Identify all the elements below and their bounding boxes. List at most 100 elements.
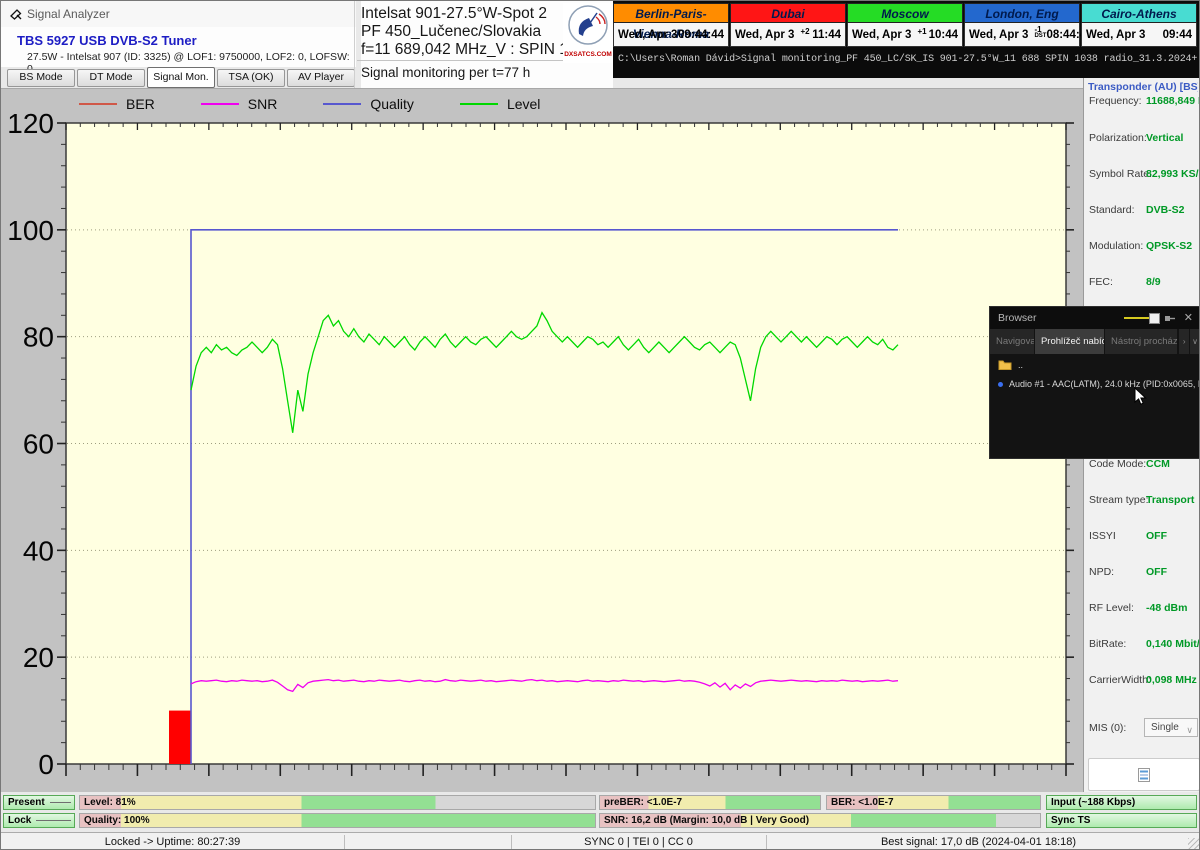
chevron-down-icon: ∨ bbox=[1186, 725, 1193, 735]
tuner-block: TBS 5927 USB DVB-S2 Tuner 27.5W - Intels… bbox=[1, 27, 356, 75]
clock-berlin-paris-vienna-roma: Berlin-Paris-Vienna-Roma Wed, Apr 3 09:44:… bbox=[613, 3, 730, 49]
input-rate-indicator: Input (~188 Kbps) bbox=[1046, 795, 1197, 810]
stream-list-button[interactable] bbox=[1088, 758, 1199, 791]
signal-chart: BER SNR Quality Level 0 20 40 60 80 100 120 bbox=[1, 89, 1083, 792]
tuner-name: TBS 5927 USB DVB-S2 Tuner bbox=[17, 33, 197, 48]
svg-text:40: 40 bbox=[23, 535, 54, 566]
clock-cairo-athens: Cairo-Athens Wed, Apr 3 09:44 bbox=[1081, 3, 1198, 49]
panel-field-label: Symbol Rate: bbox=[1089, 168, 1153, 180]
app-icon bbox=[10, 9, 22, 20]
clock-city: Cairo-Athens bbox=[1081, 3, 1197, 23]
tab-tsa-ok-[interactable]: TSA (OK) bbox=[217, 69, 285, 87]
pin-icon[interactable] bbox=[1164, 313, 1176, 324]
preber-gauge: preBER: <1.0E-7 bbox=[599, 795, 821, 810]
present-indicator: Present bbox=[3, 795, 75, 810]
browser-titlebar[interactable]: Browser ✕ bbox=[990, 307, 1199, 329]
chart-plot: 0 20 40 60 80 100 120 bbox=[7, 108, 1074, 780]
header-separator bbox=[1, 88, 1083, 89]
tab-bar: BS Mode DT Mode Signal Mon. TSA (OK) AV Play… bbox=[5, 67, 355, 88]
folder-up-label: .. bbox=[1018, 359, 1024, 370]
panel-field-value: -48 dBm bbox=[1146, 602, 1188, 614]
panel-field-label: Standard: bbox=[1089, 204, 1135, 216]
level-gauge: Level: 81% bbox=[79, 795, 596, 810]
opacity-slider-handle[interactable] bbox=[1149, 313, 1160, 324]
legend-item-quality: Quality bbox=[323, 96, 414, 112]
header-monitoring-period: Signal monitoring per t=77 h bbox=[361, 65, 531, 80]
panel-field-value: Transport bbox=[1146, 494, 1195, 506]
statusbar-divider bbox=[511, 835, 512, 849]
panel-field-label: Stream type: bbox=[1089, 494, 1149, 506]
statusbar-uptime: Locked -> Uptime: 80:27:39 bbox=[104, 836, 241, 848]
clock-time-row: Wed, Apr 3 +1 10:44 bbox=[847, 23, 963, 47]
audio-stream-item[interactable]: Audio #1 - AAC(LATM), 24.0 kHz (PID:0x00… bbox=[998, 379, 1199, 389]
panel-field-label: Frequency: bbox=[1089, 95, 1142, 107]
clock-time-row: Wed, Apr 3 +2 11:44 bbox=[730, 23, 846, 47]
browser-dropdown-icon[interactable]: ∨ bbox=[1189, 329, 1199, 354]
dxsatcs-logo: DXSATCS.COM bbox=[563, 3, 613, 63]
command-prompt-window: C:\Users\Roman Dávid>Signal monitoring_P… bbox=[613, 1, 1199, 78]
clock-time-row: Wed, Apr 3 -1 DST 08:44:44 bbox=[964, 23, 1092, 47]
command-prompt-text: C:\Users\Roman Dávid>Signal monitoring_P… bbox=[618, 54, 1198, 65]
clock-london-eng: London, Eng Wed, Apr 3 -1 DST 08:44:44 bbox=[964, 3, 1092, 49]
browser-tab-n-stroj-proch-zen-[interactable]: Nástroj procházení bbox=[1105, 329, 1179, 354]
svg-text:100: 100 bbox=[7, 215, 54, 246]
lock-indicator: Lock bbox=[3, 813, 75, 828]
clock-city: Moscow bbox=[847, 3, 963, 23]
mis-dropdown[interactable]: Single ∨ bbox=[1144, 718, 1198, 737]
panel-field-value: CCM bbox=[1146, 458, 1170, 470]
panel-field-label: Modulation: bbox=[1089, 240, 1144, 252]
panel-field-label: RF Level: bbox=[1089, 602, 1134, 614]
browser-tab-prohl-e-nab-dky[interactable]: Prohlížeč nabídky bbox=[1034, 329, 1106, 354]
panel-field-label: FEC: bbox=[1089, 276, 1113, 288]
panel-field-label: Polarization: bbox=[1089, 132, 1147, 144]
opacity-slider[interactable] bbox=[1124, 317, 1154, 319]
clock-city: London, Eng bbox=[964, 3, 1080, 23]
tab-av-player[interactable]: AV Player bbox=[287, 69, 355, 87]
svg-text:0: 0 bbox=[38, 749, 54, 780]
statusbar: Locked -> Uptime: 80:27:39 SYNC 0 | TEI … bbox=[1, 832, 1199, 849]
browser-next-icon[interactable]: › bbox=[1178, 329, 1190, 354]
mis-selected-value: Single bbox=[1151, 722, 1179, 733]
browser-tab-navigovat[interactable]: Navigovat bbox=[990, 329, 1035, 354]
folder-icon bbox=[998, 360, 1012, 370]
panel-field-value: Vertical bbox=[1146, 132, 1184, 144]
bullet-icon bbox=[998, 381, 1003, 387]
panel-field-value: 0,098 MHz bbox=[1146, 674, 1197, 686]
svg-text:80: 80 bbox=[23, 322, 54, 353]
folder-up-item[interactable]: .. bbox=[998, 359, 1023, 370]
legend-item-snr: SNR bbox=[200, 96, 277, 112]
tab-signal-mon-[interactable]: Signal Mon. bbox=[147, 67, 215, 88]
legend-item-level: Level bbox=[459, 96, 540, 112]
header-rule bbox=[357, 60, 569, 61]
chart-legend: BER SNR Quality Level bbox=[79, 96, 540, 112]
svg-text:120: 120 bbox=[7, 108, 54, 139]
svg-text:20: 20 bbox=[23, 642, 54, 673]
panel-field-value: 82,993 KS/s bbox=[1146, 168, 1200, 180]
titlebar: Signal Analyzer bbox=[1, 1, 356, 27]
transponder-panel-title: Transponder (AU) [BS] bbox=[1088, 81, 1198, 93]
header-vertical-separator bbox=[354, 1, 355, 89]
header-location: PF 450_Lučenec/Slovakia bbox=[361, 23, 542, 40]
resize-grip[interactable] bbox=[1188, 838, 1199, 849]
tab-bs-mode[interactable]: BS Mode bbox=[7, 69, 75, 87]
panel-field-label: Code Mode: bbox=[1089, 458, 1147, 470]
browser-title: Browser bbox=[998, 312, 1037, 324]
tab-dt-mode[interactable]: DT Mode bbox=[77, 69, 145, 87]
panel-field-value: 11688,849 MHz bbox=[1146, 95, 1199, 107]
legend-item-ber: BER bbox=[79, 96, 155, 112]
panel-field-value: 0,140 Mbit/s bbox=[1146, 638, 1200, 650]
clock-city: Dubai bbox=[730, 3, 846, 23]
statusbar-divider bbox=[766, 835, 767, 849]
panel-field-value: OFF bbox=[1146, 530, 1167, 542]
close-icon[interactable]: ✕ bbox=[1183, 312, 1193, 324]
clock-moscow: Moscow Wed, Apr 3 +1 10:44 bbox=[847, 3, 964, 49]
audio-stream-label: Audio #1 - AAC(LATM), 24.0 kHz (PID:0x00… bbox=[1009, 379, 1199, 389]
panel-field-value: DVB-S2 bbox=[1146, 204, 1185, 216]
statusbar-best-signal: Best signal: 17,0 dB (2024-04-01 18:18) bbox=[880, 836, 1077, 848]
statusbar-sync: SYNC 0 | TEI 0 | CC 0 bbox=[584, 836, 693, 848]
statusbar-divider bbox=[344, 835, 345, 849]
window-title: Signal Analyzer bbox=[27, 7, 110, 21]
sync-ts-indicator: Sync TS bbox=[1046, 813, 1197, 828]
